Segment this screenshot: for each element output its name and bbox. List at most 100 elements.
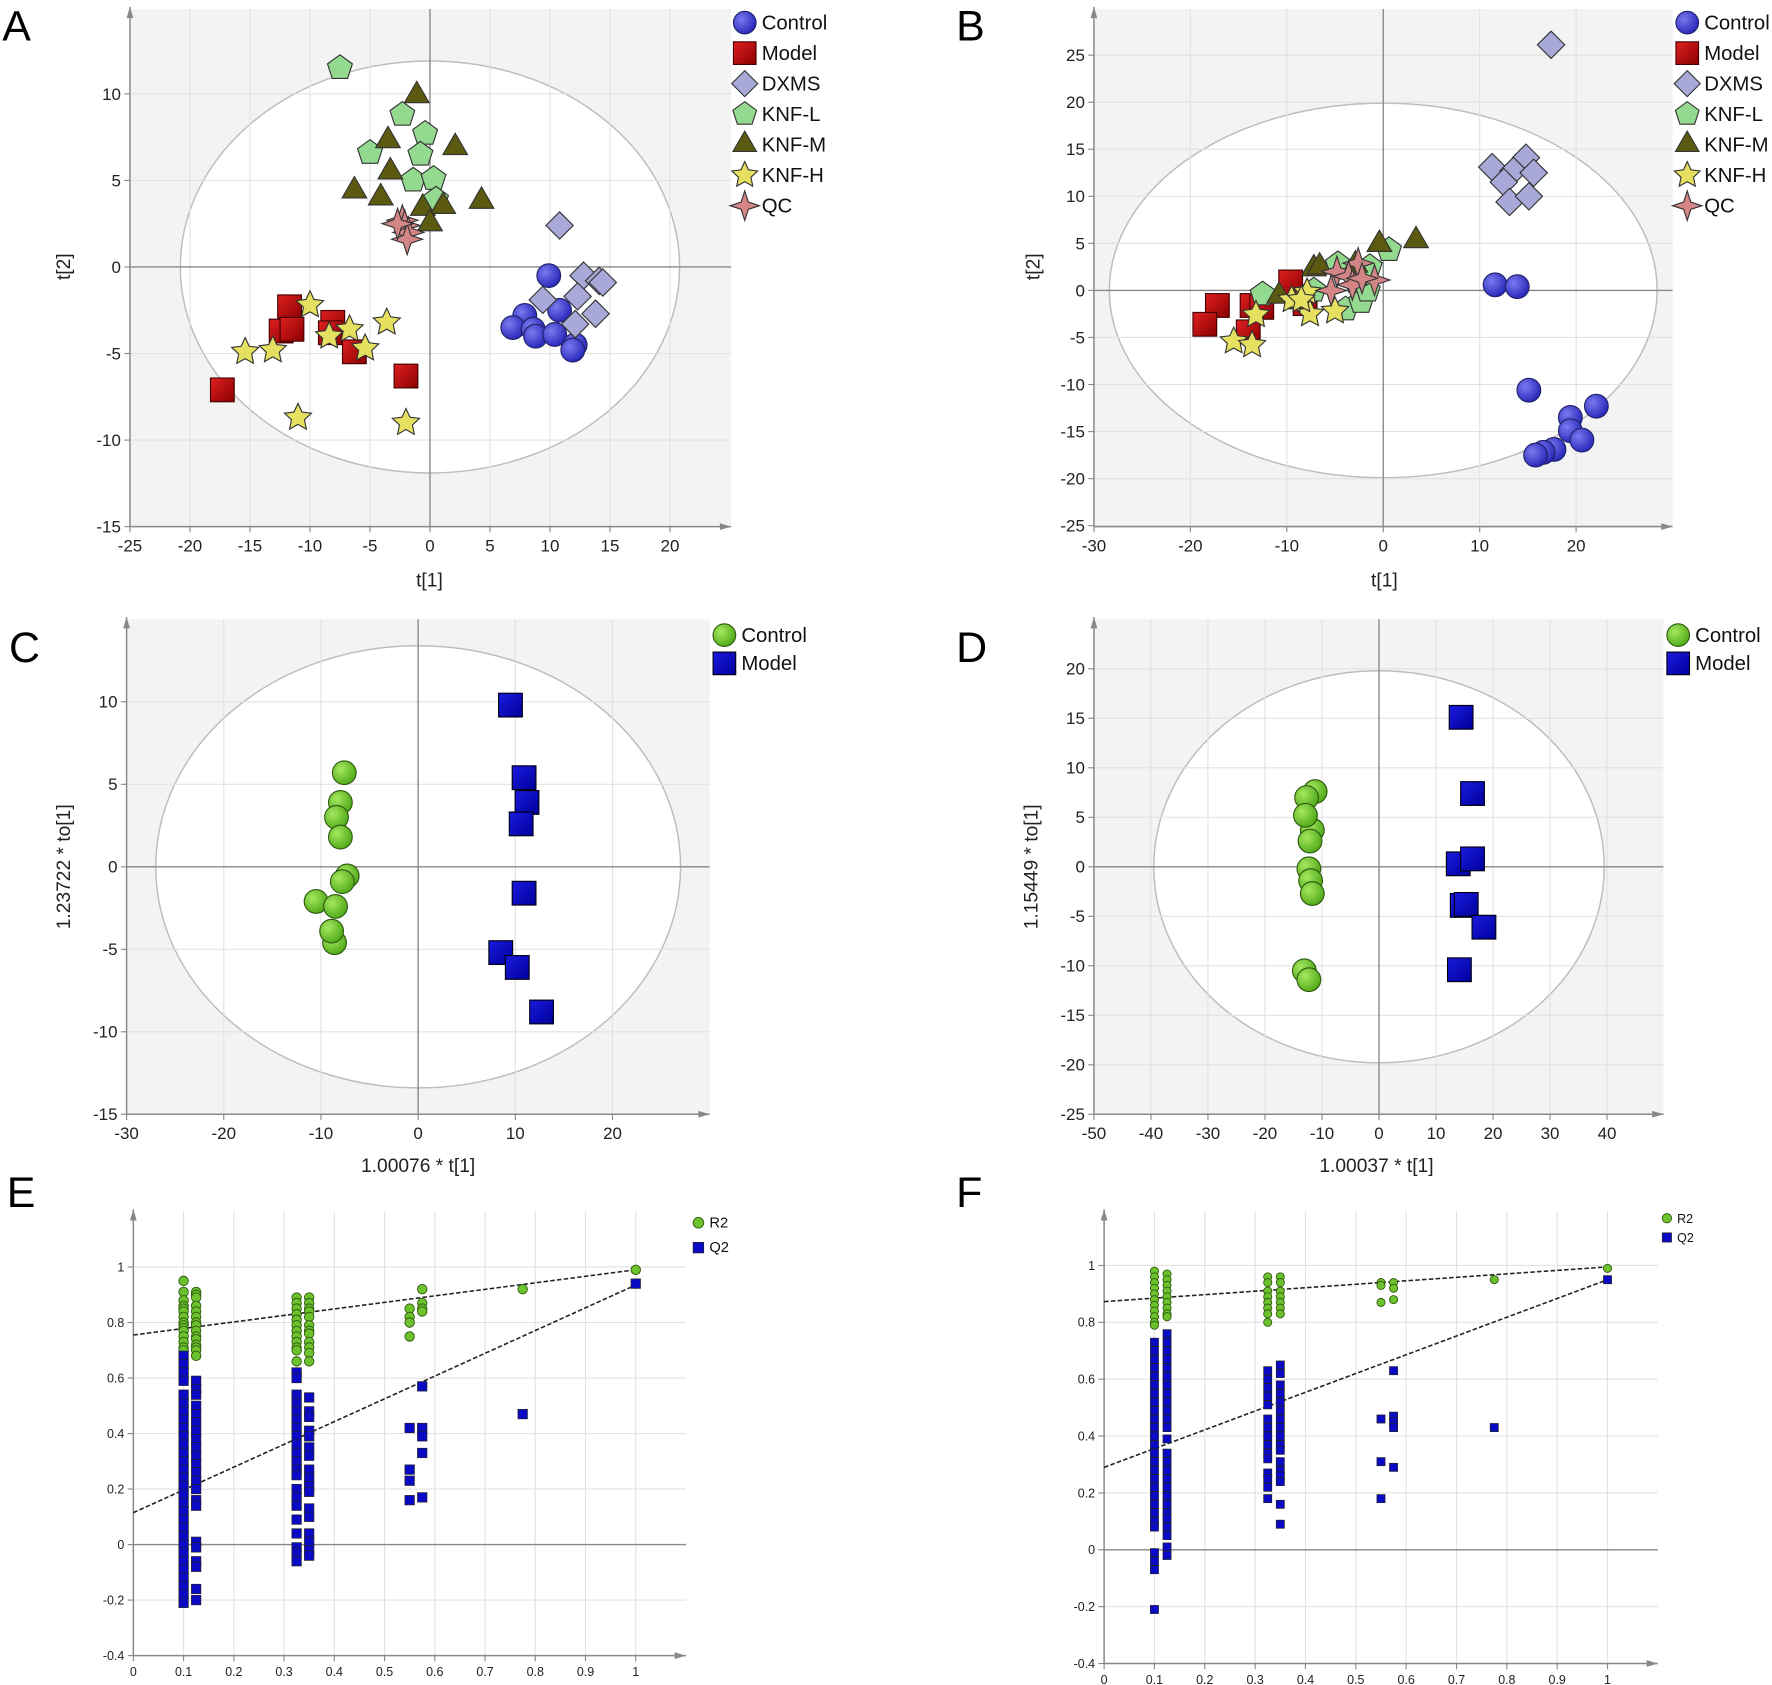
data-point-q2 xyxy=(1162,1482,1172,1492)
y-tick-label: 15 xyxy=(1066,140,1085,159)
y-tick-label: -0.2 xyxy=(103,1593,124,1607)
x-tick-label: -15 xyxy=(238,536,262,555)
y-tick-label: -5 xyxy=(106,344,121,363)
x-tick-label: 20 xyxy=(603,1124,622,1143)
y-tick-label: -5 xyxy=(102,940,117,959)
data-point-dxms xyxy=(1514,181,1544,211)
x-tick-label: -30 xyxy=(114,1124,138,1143)
data-point-model xyxy=(1471,914,1497,940)
y-tick-label: -20 xyxy=(1060,470,1084,489)
data-point-knf-h xyxy=(1286,284,1317,313)
data-point-q2 xyxy=(291,1514,302,1525)
data-point-q2 xyxy=(304,1411,315,1422)
data-point-q2 xyxy=(1162,1457,1172,1467)
data-point-q2 xyxy=(1150,1414,1159,1424)
y-tick-label: 15 xyxy=(1066,709,1085,728)
data-point-r2 xyxy=(190,1350,202,1362)
data-point-q2 xyxy=(517,1409,528,1420)
y-tick-label: -15 xyxy=(1060,1006,1084,1025)
data-point-q2 xyxy=(1162,1371,1172,1381)
x-tick-label: 0.9 xyxy=(1549,1673,1566,1685)
legend-icon-knf-m xyxy=(732,129,758,153)
data-point-dxms xyxy=(563,281,593,311)
x-tick-label: -50 xyxy=(1082,1124,1106,1143)
data-point-q2 xyxy=(1150,1397,1159,1407)
data-point-knf-h xyxy=(391,407,421,436)
data-point-q2 xyxy=(1263,1431,1273,1441)
series-knf-l xyxy=(326,54,450,211)
data-point-q2 xyxy=(291,1500,302,1511)
x-tick-label: 0.3 xyxy=(275,1665,292,1679)
data-point-q2 xyxy=(1150,1522,1159,1532)
x-axis-arrow xyxy=(674,1652,686,1659)
data-point-knf-h xyxy=(230,336,260,365)
data-point-knf-m xyxy=(409,192,437,216)
data-point-q2 xyxy=(1150,1474,1159,1484)
data-point-control xyxy=(542,322,568,347)
data-point-q2 xyxy=(304,1511,315,1522)
data-point-q2 xyxy=(1162,1531,1172,1540)
data-point-qc xyxy=(380,206,415,241)
x-tick-label: 20 xyxy=(1567,536,1586,555)
y-tick-label: 10 xyxy=(99,693,118,712)
data-point-knf-m xyxy=(1306,251,1333,275)
data-point-q2 xyxy=(1162,1423,1172,1432)
x-tick-label: 0.6 xyxy=(426,1665,443,1679)
x-tick-label: -30 xyxy=(1082,536,1106,555)
data-point-knf-l xyxy=(326,54,354,80)
data-point-q2 xyxy=(1389,1423,1398,1432)
y-tick-label: 5 xyxy=(108,775,117,794)
legend-icon-control xyxy=(712,623,737,647)
data-point-q2 xyxy=(1275,1369,1285,1378)
data-point-q2 xyxy=(1263,1383,1273,1393)
y-tick-label: 1 xyxy=(1088,1259,1095,1273)
panel-f: F 0 0.1 0.2 0.3 0.4 0.5 0.6 0.7 0.8 0.9 1 -0.4 -0.2 0 0… xyxy=(956,1169,1694,1685)
y-tick-label: -25 xyxy=(1060,1105,1084,1124)
panel-e: E 0 0.1 0.2 0.3 0.4 0.5 0.6 0.7 0.8 0.9 1 -0.4 -0.2 0 0… xyxy=(7,1169,729,1679)
data-point-q2 xyxy=(1263,1454,1273,1464)
data-point-q2 xyxy=(1150,1431,1159,1441)
y-axis-arrow xyxy=(126,6,134,19)
data-point-model xyxy=(529,999,554,1025)
y-tick-label: 5 xyxy=(1075,234,1084,253)
data-point-qc xyxy=(1331,259,1366,294)
y-tick-label: 0.8 xyxy=(1078,1316,1095,1330)
panel-d: D-50 -40 -30 -20 -10 0 10 20 30 40-25-20-15-10-50… xyxy=(956,617,1761,1177)
data-point-q2 xyxy=(417,1381,428,1392)
data-point-q2 xyxy=(1162,1337,1172,1347)
data-point-q2 xyxy=(191,1389,202,1400)
legend-label: QC xyxy=(762,195,793,217)
series-knf-m xyxy=(341,80,495,232)
data-point-q2 xyxy=(1162,1499,1172,1509)
y-axis-label: t[2] xyxy=(54,253,75,280)
data-point-q2 xyxy=(1162,1346,1172,1356)
x-axis-label: t[1] xyxy=(1371,571,1398,592)
legend-label: Control xyxy=(1695,625,1761,647)
data-point-r2 xyxy=(1602,1263,1613,1273)
legend-label: Control xyxy=(1704,12,1770,34)
y-tick-label: -10 xyxy=(93,1023,117,1042)
data-point-q2 xyxy=(1150,1423,1159,1432)
data-point-model xyxy=(514,790,540,815)
data-point-q2 xyxy=(191,1561,202,1572)
data-point-q2 xyxy=(304,1392,315,1403)
x-axis-arrow xyxy=(719,523,732,531)
x-tick-label: 0.3 xyxy=(1246,1673,1263,1685)
data-point-model xyxy=(1460,781,1485,806)
data-point-model xyxy=(508,811,534,837)
x-tick-label: -30 xyxy=(1196,1124,1220,1143)
data-point-q2 xyxy=(1150,1565,1159,1575)
data-point-dxms xyxy=(588,268,618,298)
series-knf-h xyxy=(230,289,421,436)
y-axis-label: t[2] xyxy=(1024,253,1045,280)
data-point-q2 xyxy=(1263,1414,1273,1424)
data-point-control xyxy=(327,824,353,850)
data-point-knf-m xyxy=(403,80,431,104)
x-tick-label: 0.2 xyxy=(1196,1673,1213,1685)
regression-line-q2 xyxy=(1103,1278,1608,1469)
legend-icon-knf-l xyxy=(732,101,758,125)
data-point-q2 xyxy=(1275,1445,1285,1455)
data-point-knf-m xyxy=(1366,228,1393,253)
data-point-q2 xyxy=(1263,1400,1273,1410)
data-point-q2 xyxy=(404,1475,415,1486)
